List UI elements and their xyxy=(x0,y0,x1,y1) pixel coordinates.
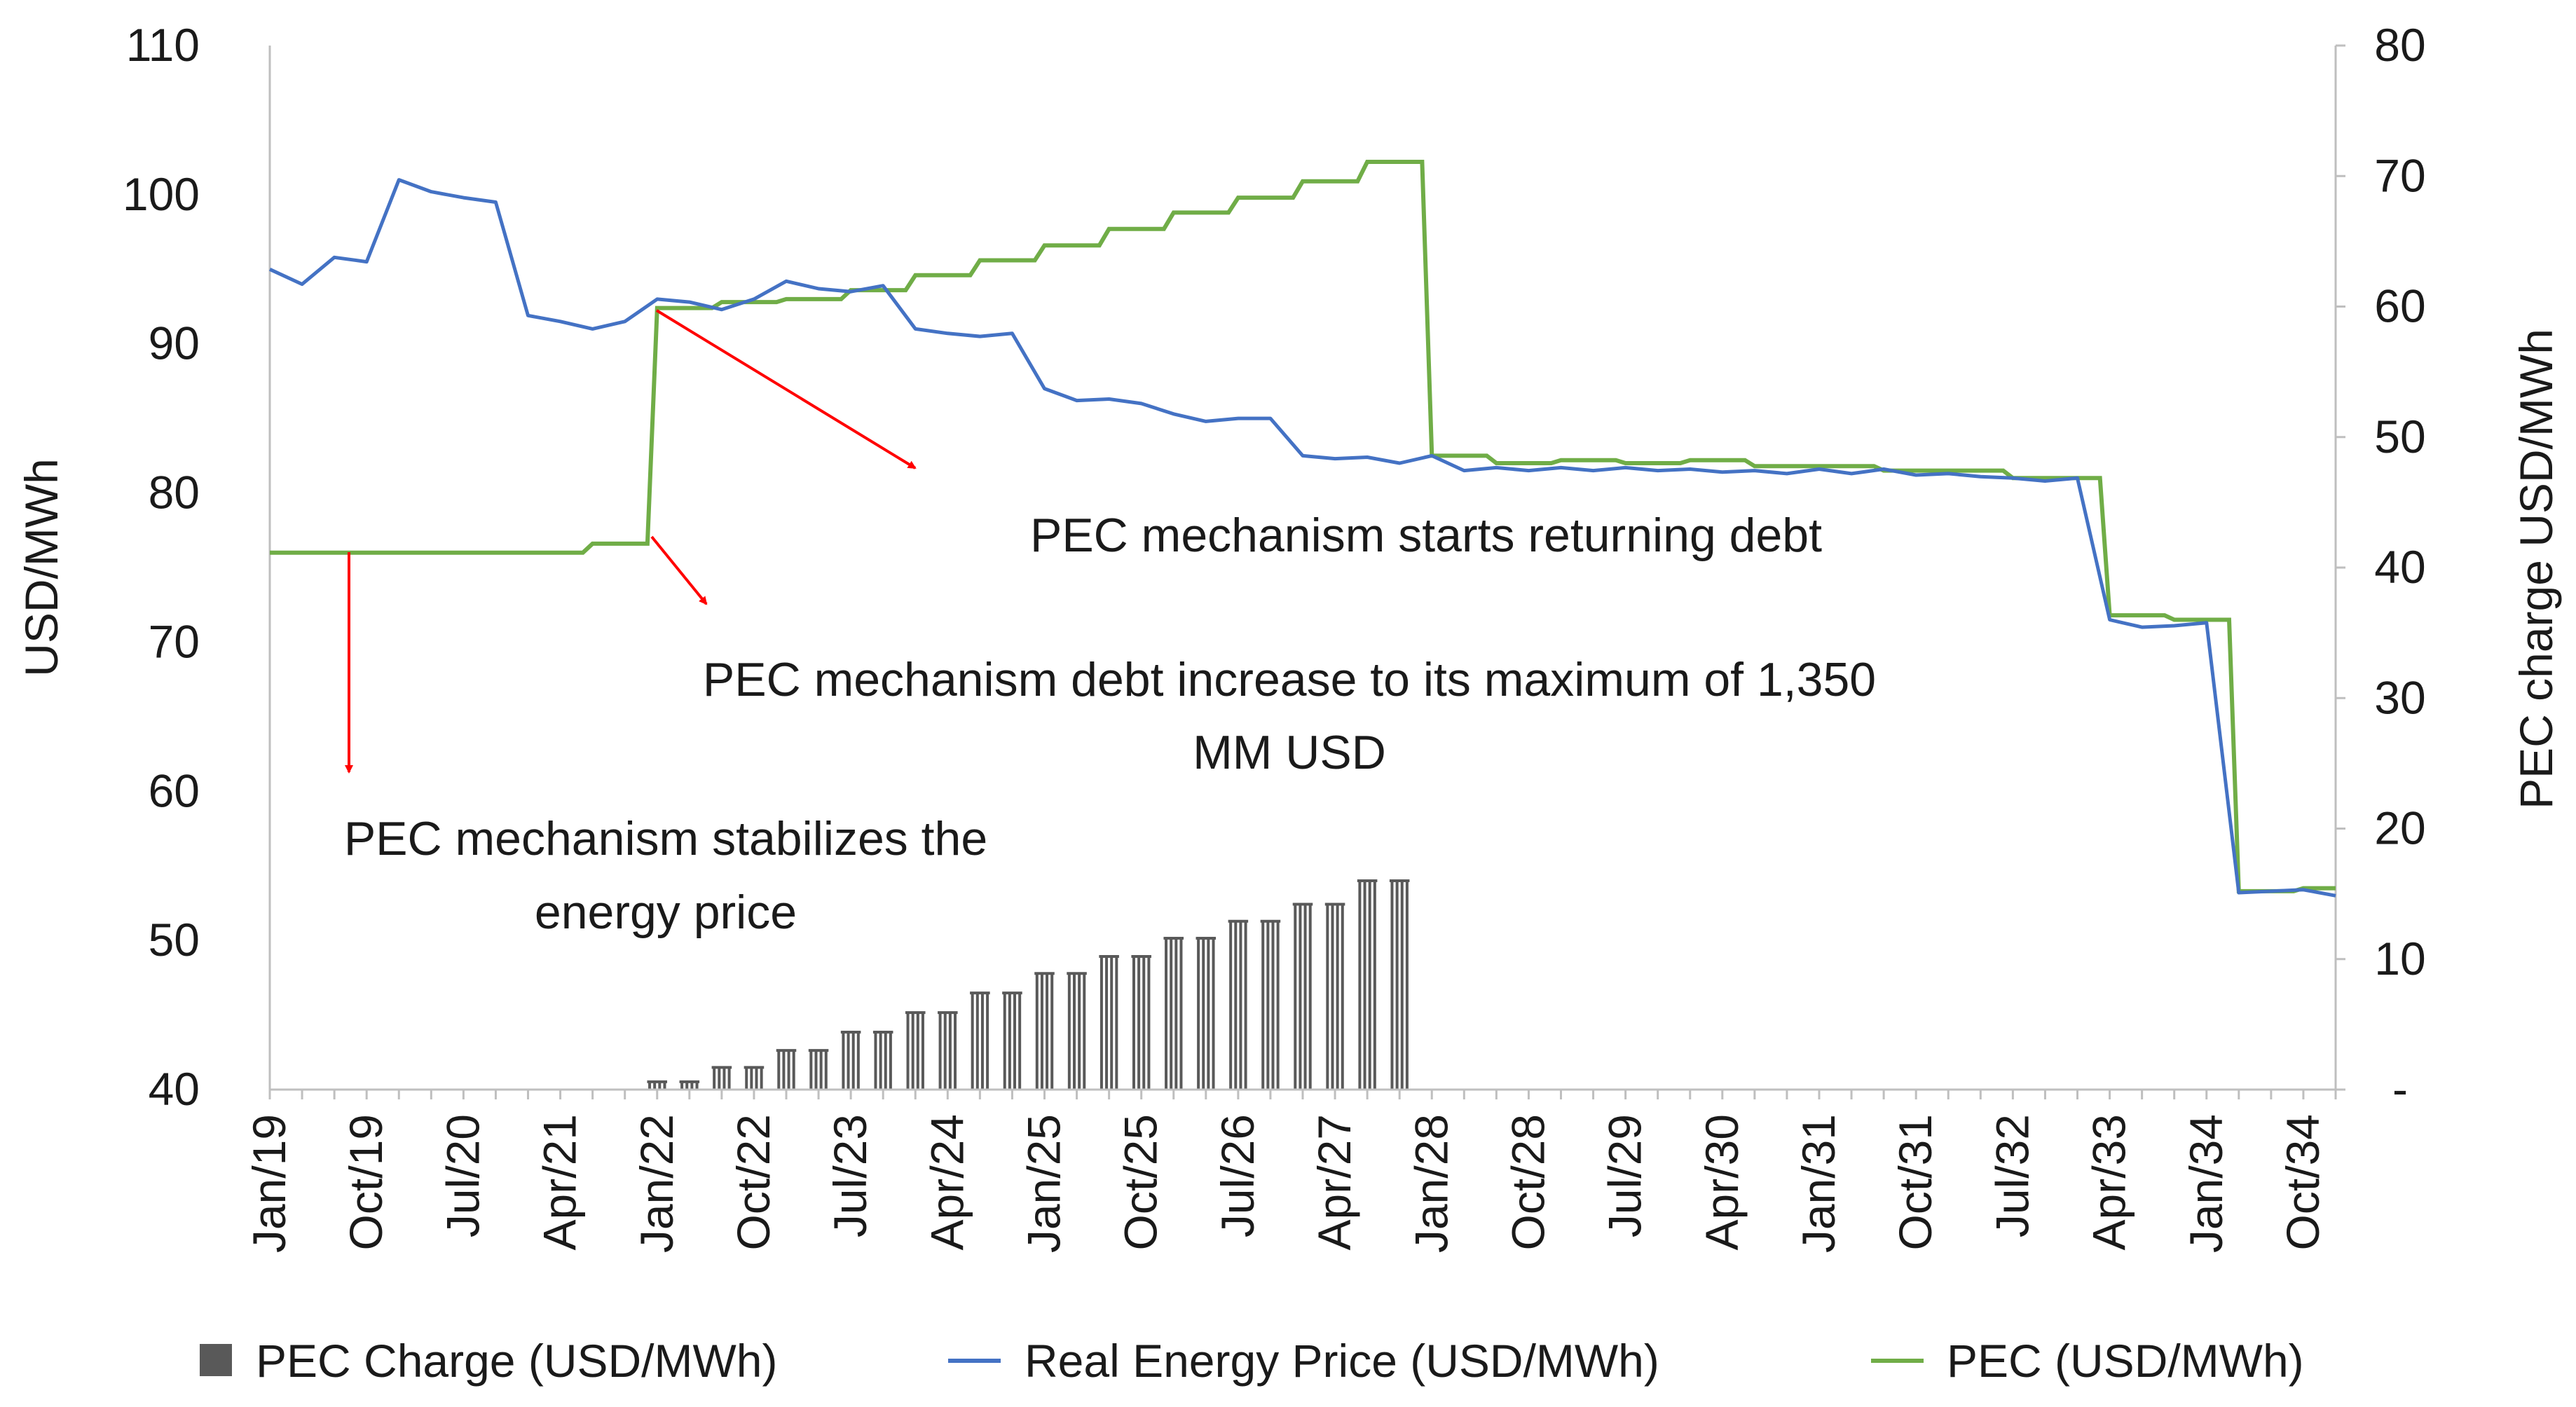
pec-charge-bar xyxy=(744,1066,765,1090)
y-left-tick-label: 100 xyxy=(123,168,200,220)
x-axis-ticks: Jan/19 Oct/19 Jul/20 Apr/21 Jan/22 Oct/22 Jul/… xyxy=(243,1090,2337,1253)
pec-charge-bar xyxy=(1357,879,1378,1090)
real-energy-price-line xyxy=(268,178,2336,898)
pec-charge-bar xyxy=(1195,936,1217,1090)
y-left-tick-label: 50 xyxy=(149,914,200,966)
pec-charge-bar xyxy=(1324,902,1345,1090)
pec-charge-bar xyxy=(711,1066,732,1090)
pec-charge-bar xyxy=(647,1080,668,1090)
y-right-tick-label: 80 xyxy=(2374,19,2425,71)
annotation-return: PEC mechanism starts returning debt xyxy=(1030,509,1822,562)
y-right-tick-label: 40 xyxy=(2374,541,2425,593)
pec-charge-bar xyxy=(970,991,990,1090)
x-tick-label: Jan/34 xyxy=(2180,1114,2232,1253)
x-tick-label: Oct/25 xyxy=(1115,1114,1167,1250)
pec-charge-bar xyxy=(840,1031,861,1090)
y-left-tick-label: 110 xyxy=(126,19,200,71)
y-left-tick-label: 60 xyxy=(149,764,200,816)
x-tick-label: Apr/27 xyxy=(1308,1114,1360,1250)
legend-label-real-energy-price: Real Energy Price (USD/MWh) xyxy=(1025,1335,1659,1387)
arrow-return xyxy=(655,309,917,469)
y-right-tick-label: 10 xyxy=(2374,933,2425,984)
annotation-debt-line2: MM USD xyxy=(1193,726,1386,779)
x-tick-label: Jan/25 xyxy=(1018,1114,1070,1253)
pec-charge-bar xyxy=(1292,902,1313,1090)
pec-charge-bar xyxy=(1228,919,1249,1090)
x-tick-label: Jan/28 xyxy=(1405,1114,1457,1253)
pec-charge-bar xyxy=(679,1080,700,1090)
x-tick-label: Jul/26 xyxy=(1212,1114,1263,1237)
left-axis-ticks: 40 50 60 70 80 90 100 110 xyxy=(123,19,200,1115)
y-right-axis-title: PEC charge USD/MWh xyxy=(2510,329,2562,809)
legend-label-pec-charge: PEC Charge (USD/MWh) xyxy=(256,1335,777,1387)
x-tick-label: Jan/19 xyxy=(243,1114,295,1253)
y-left-tick-label: 80 xyxy=(149,467,200,519)
pec-charge-bar xyxy=(776,1049,797,1090)
pec-charge-bar xyxy=(1002,991,1022,1090)
y-left-tick-label: 90 xyxy=(149,317,200,369)
pec-line xyxy=(270,160,2336,893)
y-right-tick-label: - xyxy=(2392,1063,2408,1115)
y-right-tick-label: 60 xyxy=(2374,280,2425,332)
x-tick-label: Jan/31 xyxy=(1793,1114,1844,1253)
x-tick-label: Apr/33 xyxy=(2083,1114,2135,1250)
x-tick-label: Oct/19 xyxy=(340,1114,392,1250)
pec-charge-bar xyxy=(872,1031,893,1090)
pec-charge-bar xyxy=(1163,936,1184,1090)
x-tick-label: Jul/29 xyxy=(1599,1114,1651,1237)
arrow-debt xyxy=(650,535,708,605)
legend-label-pec: PEC (USD/MWh) xyxy=(1947,1335,2304,1387)
y-left-axis-title: USD/MWh xyxy=(15,458,67,677)
pec-charge-bar xyxy=(1131,955,1151,1090)
x-tick-label: Apr/30 xyxy=(1696,1114,1748,1250)
x-tick-label: Apr/21 xyxy=(534,1114,586,1250)
pec-charge-bar xyxy=(1034,972,1055,1090)
right-axis-ticks: - 10 20 30 40 50 60 70 80 xyxy=(2336,19,2426,1115)
annotation-debt-line1: PEC mechanism debt increase to its maxim… xyxy=(703,653,1876,706)
pec-charge-bars xyxy=(647,879,1410,1090)
x-tick-label: Oct/22 xyxy=(727,1114,779,1250)
pec-charge-bar xyxy=(938,1011,958,1090)
y-left-tick-label: 40 xyxy=(149,1063,200,1115)
x-tick-label: Jan/22 xyxy=(631,1114,683,1253)
legend: PEC Charge (USD/MWh) Real Energy Price (… xyxy=(200,1335,2304,1387)
x-tick-label: Jul/23 xyxy=(824,1114,876,1237)
pec-charge-bar xyxy=(1067,972,1087,1090)
x-tick-label: Oct/31 xyxy=(1889,1114,1941,1250)
x-tick-label: Jul/20 xyxy=(437,1114,488,1237)
legend-swatch-pec-charge xyxy=(200,1344,232,1376)
pec-charge-bar xyxy=(1099,955,1119,1090)
pec-charge-bar xyxy=(905,1011,926,1090)
annotation-stabilize-line1: PEC mechanism stabilizes the xyxy=(344,812,987,865)
x-tick-label: Apr/24 xyxy=(921,1114,973,1250)
x-tick-label: Oct/28 xyxy=(1502,1114,1554,1250)
x-tick-label: Jul/32 xyxy=(1986,1114,2038,1237)
y-left-tick-label: 70 xyxy=(149,615,200,667)
y-right-tick-label: 70 xyxy=(2374,149,2425,201)
y-right-tick-label: 50 xyxy=(2374,411,2425,462)
pec-charge-bar xyxy=(808,1049,829,1090)
y-right-tick-label: 20 xyxy=(2374,802,2425,854)
pec-charge-bar xyxy=(1389,879,1410,1090)
y-right-tick-label: 30 xyxy=(2374,671,2425,723)
pec-charge-bar xyxy=(1260,919,1281,1090)
x-tick-label: Oct/34 xyxy=(2277,1114,2329,1250)
annotation-stabilize-line2: energy price xyxy=(535,886,797,939)
